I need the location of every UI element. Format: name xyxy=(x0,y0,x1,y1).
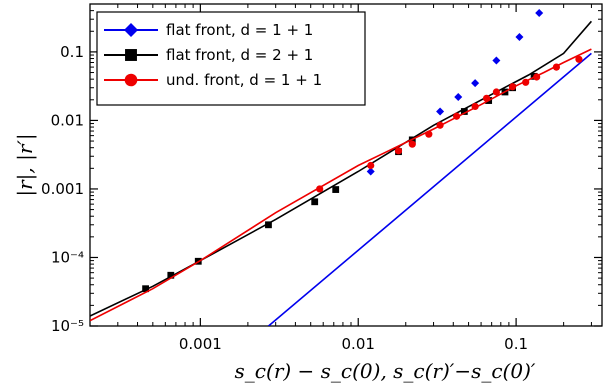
series-2-point xyxy=(367,161,375,170)
series-1-point xyxy=(460,108,468,115)
series-2-point xyxy=(575,55,583,63)
series-2-point xyxy=(436,121,444,129)
series-2-point xyxy=(316,185,324,193)
series-2-point xyxy=(482,94,491,102)
series-0-point xyxy=(454,92,463,101)
series-2-fit-line xyxy=(90,48,592,322)
y-axis-label: |r|, |r′| xyxy=(13,133,38,196)
legend-marker-2 xyxy=(124,73,138,87)
series-2-point xyxy=(522,78,530,86)
y-tick-label: 10⁻⁴ xyxy=(51,248,84,266)
legend: flat front, d = 1 + 1 flat front, d = 2 +… xyxy=(96,11,366,106)
series-2-point xyxy=(394,147,403,155)
x-tick-label: 0.001 xyxy=(179,335,222,353)
series-1-point xyxy=(167,271,175,279)
series-1-point xyxy=(142,285,150,293)
series-0-point xyxy=(492,56,501,65)
legend-marker-0 xyxy=(124,23,138,37)
x-tick-label: 0.1 xyxy=(504,335,528,353)
series-2-point xyxy=(471,102,479,111)
legend-box xyxy=(96,11,366,106)
legend-label-2: und. front, d = 1 + 1 xyxy=(166,71,322,89)
plot-frame xyxy=(89,3,603,327)
y-tick-label: 0.01 xyxy=(51,111,84,129)
series-2-point xyxy=(552,63,561,71)
series-1-point xyxy=(265,221,272,229)
series-0-point xyxy=(515,32,524,41)
series-2-point xyxy=(492,88,500,96)
series-0-point xyxy=(366,167,375,176)
series-2-point xyxy=(508,83,517,91)
legend-marker-1 xyxy=(125,49,137,61)
y-tick-label: 0.001 xyxy=(41,180,84,198)
series-0 xyxy=(267,8,592,326)
y-tick-label: 10⁻⁵ xyxy=(51,317,84,335)
series-layer xyxy=(90,8,593,326)
series-1-point xyxy=(311,198,319,206)
series-0-point xyxy=(471,79,480,88)
series-2-point xyxy=(408,140,416,148)
series-0-point xyxy=(535,8,544,17)
x-axis-label: s_c(r) − s_c(0), s_c(r)′−s_c(0)′ xyxy=(235,359,536,383)
series-2-point xyxy=(425,130,433,138)
series-1-point xyxy=(332,186,340,193)
series-0-point xyxy=(436,107,445,116)
axis-ticks: 0.001 0.01 0.1 10⁻⁵ 10⁻⁴ 0.001 0.01 0.1 xyxy=(41,3,602,353)
series-2 xyxy=(90,48,592,322)
series-0-fit-line xyxy=(267,52,592,326)
series-2-point xyxy=(453,112,461,120)
legend-label-0: flat front, d = 1 + 1 xyxy=(166,21,313,39)
legend-label-1: flat front, d = 2 + 1 xyxy=(166,46,313,64)
y-tick-label: 0.1 xyxy=(60,43,84,61)
series-2-point xyxy=(533,73,541,81)
x-tick-label: 0.01 xyxy=(342,335,375,353)
